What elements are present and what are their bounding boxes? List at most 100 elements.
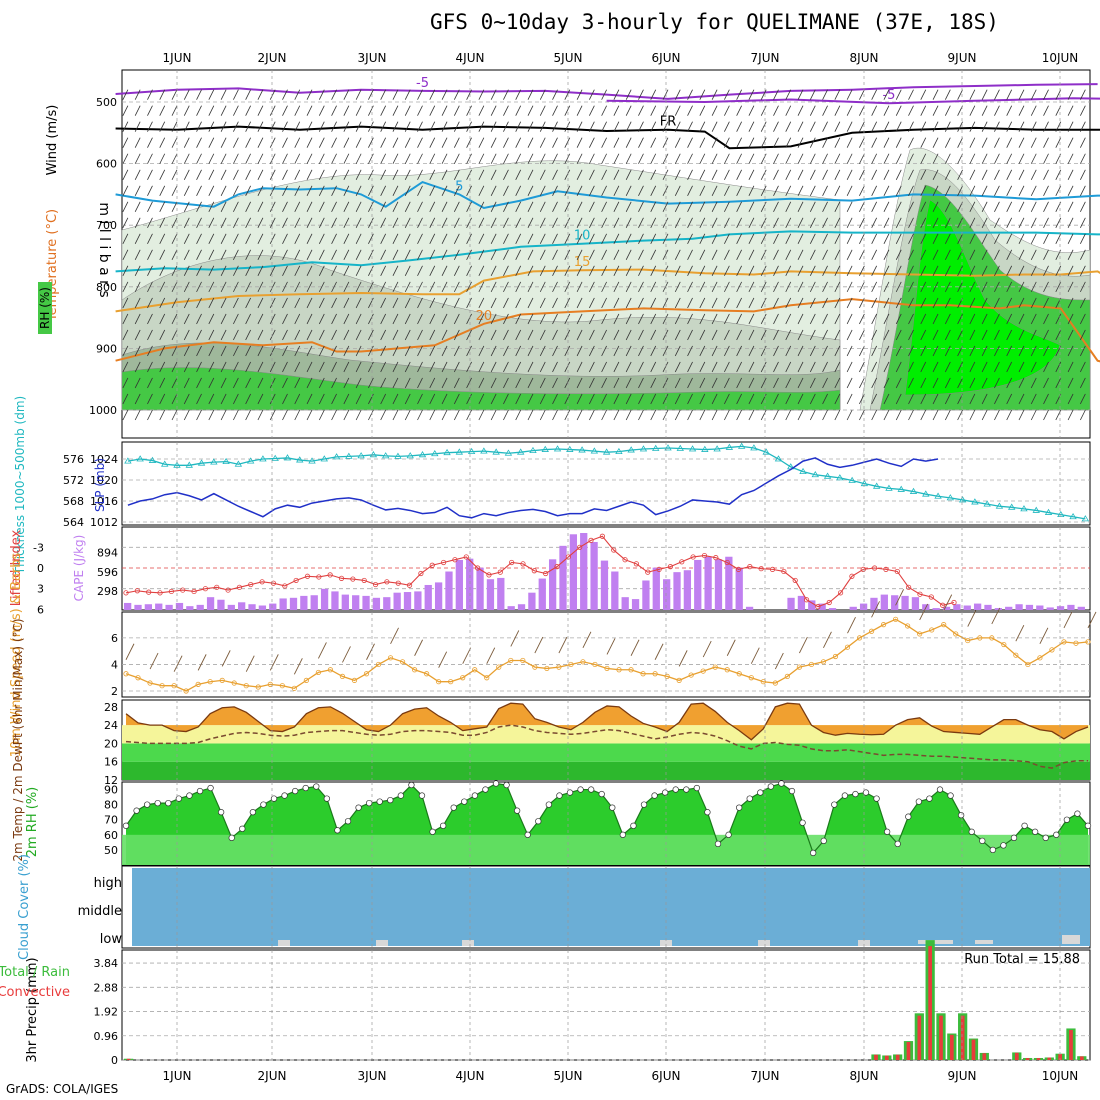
wind-barb bbox=[895, 201, 902, 212]
wind-barb bbox=[147, 185, 153, 196]
wind-barb bbox=[355, 377, 362, 389]
wind-barb bbox=[944, 105, 951, 116]
wind-barb bbox=[478, 377, 485, 389]
wind-barb bbox=[859, 185, 865, 196]
rh-point bbox=[302, 784, 309, 792]
cape-bar bbox=[186, 606, 194, 610]
wind-barb bbox=[674, 329, 681, 341]
wind-barb bbox=[981, 89, 988, 100]
cape-ylabel: CAPE (J/kg) bbox=[72, 535, 86, 602]
wind-barb bbox=[920, 281, 927, 293]
wind-barb bbox=[245, 313, 252, 325]
wind-barb bbox=[625, 265, 632, 277]
wind-barb bbox=[662, 265, 669, 277]
lifted-index-point bbox=[440, 559, 447, 566]
wind-barb bbox=[220, 409, 227, 421]
wind-barb bbox=[625, 153, 632, 164]
wind-barb bbox=[1055, 185, 1062, 196]
wind-barb bbox=[809, 297, 816, 309]
lifted-index-point bbox=[690, 554, 696, 560]
temperature-contour bbox=[115, 180, 1100, 210]
wind-barb bbox=[1030, 345, 1037, 357]
wind-barb bbox=[306, 137, 313, 148]
wind-barb bbox=[552, 249, 558, 261]
wind-barb bbox=[1079, 297, 1086, 309]
wind-barb bbox=[196, 105, 202, 116]
wind-barb bbox=[441, 281, 448, 293]
day-label-top: 10JUN bbox=[1042, 51, 1079, 65]
surface-wind-barb bbox=[173, 655, 183, 672]
wind-barb bbox=[490, 281, 497, 293]
wind-barb bbox=[994, 153, 1000, 164]
wind-barb bbox=[453, 137, 460, 148]
wind-barb bbox=[318, 409, 325, 421]
wind-barb bbox=[453, 377, 460, 389]
rh-point bbox=[1053, 831, 1060, 838]
wind-barb bbox=[380, 313, 387, 325]
wind-barb bbox=[957, 169, 963, 180]
wind-barb bbox=[711, 281, 718, 293]
wind-barb bbox=[1079, 345, 1086, 357]
wind-barb bbox=[1006, 297, 1013, 309]
wind-barb bbox=[736, 409, 743, 421]
surface-wind-barb bbox=[534, 636, 544, 654]
rh-point bbox=[281, 792, 288, 799]
wind-barb bbox=[392, 121, 399, 132]
day-label-bottom: 6JUN bbox=[652, 1069, 681, 1083]
cape-bar bbox=[434, 582, 443, 610]
wind-barb bbox=[564, 137, 571, 148]
wind-barb bbox=[183, 233, 190, 245]
wind-barb bbox=[171, 345, 178, 357]
wind-barb bbox=[147, 137, 153, 148]
wind-barb bbox=[895, 89, 902, 100]
cape-bar bbox=[248, 604, 256, 610]
rh-point bbox=[239, 825, 246, 832]
wind-barb bbox=[699, 137, 706, 148]
wind-barb bbox=[773, 265, 779, 277]
wind-barb bbox=[515, 217, 522, 228]
wind-barb bbox=[662, 169, 669, 180]
wind-barb bbox=[736, 233, 743, 245]
wind-barb bbox=[527, 297, 534, 309]
cape-tick: 298 bbox=[97, 585, 118, 598]
lifted-index-point bbox=[406, 582, 413, 588]
wind-barb bbox=[809, 121, 816, 132]
rh-point bbox=[1000, 842, 1007, 849]
wind-barb bbox=[1043, 169, 1049, 180]
wind-barb bbox=[1043, 329, 1049, 341]
wind-speed-point bbox=[544, 665, 550, 672]
wind-barb bbox=[306, 217, 313, 228]
wind-barb bbox=[773, 89, 779, 100]
wind-barb bbox=[601, 249, 607, 261]
wind-barb bbox=[355, 393, 362, 405]
wind-barb bbox=[515, 249, 522, 261]
wind-barb bbox=[969, 89, 976, 100]
wind-barb bbox=[208, 297, 215, 309]
wind-barb bbox=[859, 345, 865, 357]
wind-barb bbox=[1079, 201, 1086, 212]
wind-barb bbox=[1055, 361, 1062, 373]
wind-barb bbox=[650, 185, 657, 196]
rh-point bbox=[154, 799, 161, 807]
wind-barb bbox=[282, 329, 288, 341]
wind-barb bbox=[883, 409, 890, 421]
wind-barb bbox=[318, 89, 325, 100]
wind-barb bbox=[343, 249, 350, 261]
wind-barb bbox=[674, 249, 681, 261]
wind-barb bbox=[245, 89, 252, 100]
wind-barb bbox=[220, 249, 227, 261]
cape-bar bbox=[300, 595, 308, 610]
wind-barb bbox=[576, 377, 583, 389]
wind-barb bbox=[515, 281, 522, 293]
wind-barb bbox=[687, 361, 693, 373]
wind-speed-point bbox=[339, 673, 346, 680]
wind-barb bbox=[368, 265, 374, 277]
wind-barb bbox=[1067, 185, 1074, 196]
wind-speed-line bbox=[125, 618, 1089, 692]
wind-barb bbox=[920, 361, 927, 373]
thickness-point bbox=[971, 498, 979, 505]
wind-barb bbox=[760, 217, 767, 228]
wind-barb bbox=[196, 201, 202, 212]
wind-speed-point bbox=[123, 671, 129, 677]
temperature-contour bbox=[115, 268, 1100, 313]
